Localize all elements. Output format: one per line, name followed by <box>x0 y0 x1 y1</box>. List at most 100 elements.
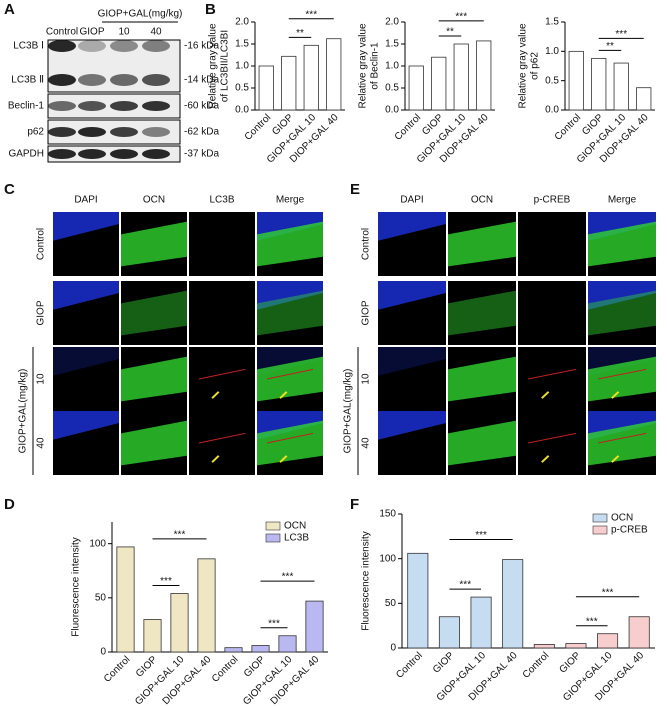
ocn-signal <box>588 221 656 267</box>
arrow <box>611 455 620 463</box>
dapi-signal <box>378 212 446 241</box>
blot-header: GIOP+GAL(mg/kg) <box>98 9 183 20</box>
y-tick-label: 100 <box>89 538 106 549</box>
arrow <box>211 455 220 463</box>
y-tick-label: 1.0 <box>545 46 559 57</box>
significance-label: *** <box>282 572 294 583</box>
blot-band <box>142 40 170 52</box>
ocn-signal <box>257 290 323 336</box>
image-row-label: 40 <box>36 437 47 449</box>
bar <box>281 55 297 111</box>
image-row-label: GIOP <box>36 300 47 325</box>
blot-column: Control <box>46 27 78 38</box>
y-tick-label: 0.5 <box>385 83 399 94</box>
blot-band <box>78 127 106 137</box>
ocn-signal <box>121 221 187 267</box>
x-tick-label: GIOP <box>431 650 457 676</box>
bar <box>258 65 274 111</box>
blot-row-label: GAPDH <box>8 149 44 160</box>
bar <box>197 558 216 653</box>
significance-label: ** <box>296 28 304 39</box>
micrograph <box>53 347 119 411</box>
blot-band <box>78 149 106 159</box>
blot-band <box>110 149 138 159</box>
image-row-label: Control <box>361 228 372 260</box>
blot-band <box>48 40 76 52</box>
blot-column: 40 <box>150 27 162 38</box>
blot-band <box>142 149 170 159</box>
group-label: GIOP+GAL(mg/kg) <box>18 369 29 454</box>
image-column-label: DAPI <box>400 195 423 206</box>
dapi-signal <box>53 212 119 241</box>
significance-label: *** <box>475 530 487 541</box>
marker-signal <box>527 368 577 380</box>
y-tick-label: 50 <box>385 598 397 609</box>
ocn-signal <box>448 356 516 402</box>
blot-band <box>142 127 170 137</box>
ocn-signal <box>121 290 187 336</box>
marker-signal <box>198 432 246 444</box>
ocn-signal <box>448 221 516 267</box>
legend-label: LC3B <box>284 533 309 544</box>
ocn-signal <box>121 356 187 402</box>
marker-signal <box>527 432 577 444</box>
bar <box>438 616 460 649</box>
significance-label: *** <box>586 616 598 627</box>
y-tick-label: 1.5 <box>385 39 399 50</box>
y-tick-label: 1.5 <box>545 17 559 28</box>
x-tick-label: Control <box>210 654 241 685</box>
micrograph <box>121 281 187 345</box>
image-row-label: Control <box>36 228 47 260</box>
y-tick-label: 0.0 <box>385 105 399 116</box>
significance-label: ** <box>446 27 454 38</box>
blot-band <box>78 101 106 111</box>
image-column-label: Merge <box>608 195 637 206</box>
dapi-signal <box>53 281 119 310</box>
significance-label: *** <box>305 9 317 20</box>
blot-row-label: p62 <box>27 127 44 138</box>
blot-row-label: LC3B Ⅱ <box>11 75 44 86</box>
bar <box>143 619 162 653</box>
ocn-signal <box>588 420 656 466</box>
dapi-signal <box>378 281 446 310</box>
marker-signal <box>597 432 647 444</box>
significance-label: *** <box>160 576 172 587</box>
bar <box>470 596 492 649</box>
bar <box>407 552 429 649</box>
legend-swatch <box>592 525 608 535</box>
y-axis-label: Fluorescence intensity <box>361 531 372 631</box>
image-column-label: p-CREB <box>534 195 571 206</box>
y-tick-label: 1.5 <box>235 39 249 50</box>
image-row-label: 10 <box>361 373 372 385</box>
ocn-signal <box>257 356 323 402</box>
arrow <box>211 391 220 399</box>
x-tick-label: Control <box>553 112 584 143</box>
y-axis-label: Relative gray value <box>208 23 219 108</box>
legend-label: OCN <box>611 513 633 524</box>
bar <box>408 65 424 111</box>
y-tick-label: 0.5 <box>545 75 559 86</box>
bar <box>453 43 469 111</box>
dapi-signal <box>257 281 323 310</box>
group-label: GIOP+GAL(mg/kg) <box>343 369 354 454</box>
significance-label: *** <box>268 618 280 629</box>
arrow <box>611 391 620 399</box>
image-column-label: OCN <box>143 195 165 206</box>
micrograph <box>189 212 255 276</box>
image-column-label: LC3B <box>209 195 234 206</box>
blot-size: -62 kDa <box>184 127 219 138</box>
y-axis-label: of LC3BII/LC3BI <box>220 30 231 102</box>
y-tick-label: 150 <box>379 509 396 520</box>
y-axis-label: of Beclin-1 <box>370 42 381 90</box>
blot-size: -16 kDa <box>184 41 219 52</box>
blot-column: 10 <box>118 27 130 38</box>
panel-label: B <box>205 1 216 18</box>
ocn-signal <box>448 290 516 336</box>
x-tick-label: DIOP+GAL 40 <box>161 654 214 706</box>
micrograph <box>448 281 516 345</box>
x-tick-label: Control <box>393 112 424 143</box>
micrograph <box>518 212 586 276</box>
blot-band <box>110 74 138 86</box>
marker-signal <box>597 368 647 380</box>
